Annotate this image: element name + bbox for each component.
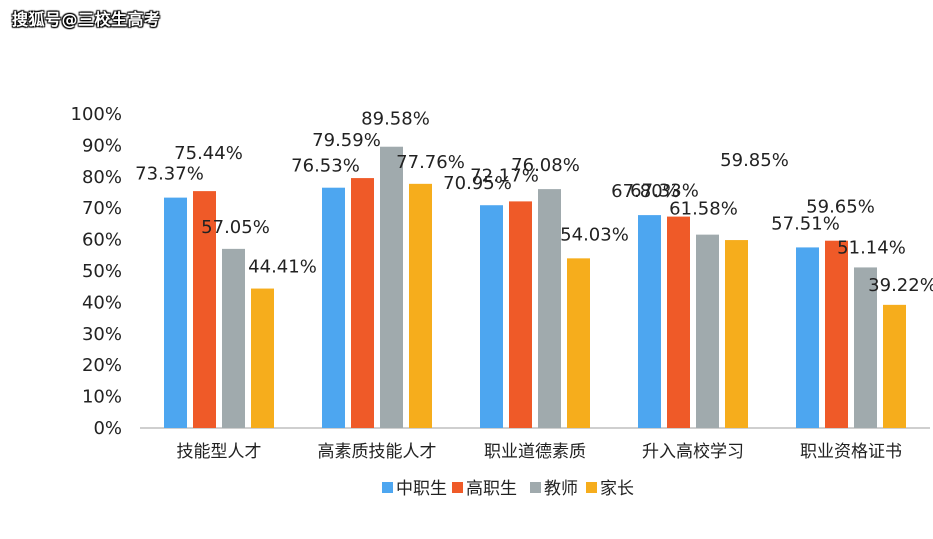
x-category-label: 技能型人才 — [177, 442, 262, 462]
data-label: 51.14% — [837, 237, 906, 258]
data-labels: 73.37%75.44% 57.05% 44.41% 76.53% 79.59%89.5… — [135, 109, 933, 296]
data-label: 44.41% — [248, 257, 317, 278]
watermark: 搜狐号@三校生高考 — [12, 10, 161, 29]
legend-swatch — [452, 482, 463, 493]
y-tick-label: 10% — [82, 387, 122, 408]
bars — [164, 146, 906, 428]
bar — [638, 215, 661, 428]
data-label: 72.17% — [470, 165, 539, 186]
data-label: 70.95% — [443, 173, 512, 194]
data-label: 39.22% — [868, 275, 933, 296]
bar — [883, 304, 906, 428]
bar — [667, 216, 690, 428]
x-category-label: 职业道德素质 — [484, 442, 586, 462]
y-tick-label: 0% — [93, 418, 122, 439]
legend-label: 家长 — [600, 479, 634, 499]
bar — [409, 183, 432, 428]
x-axis-categories: 技能型人才 高素质技能人才 职业道德素质 升入高校学习 职业资格证书 — [177, 442, 903, 462]
x-category-label: 升入高校学习 — [642, 442, 744, 462]
legend-swatch — [530, 482, 541, 493]
bar — [796, 247, 819, 428]
bar — [322, 187, 345, 428]
data-label: 59.85% — [720, 150, 789, 171]
y-tick-label: 70% — [82, 198, 122, 219]
data-label: 67.33% — [630, 181, 699, 202]
x-category-label: 职业资格证书 — [800, 442, 902, 462]
y-tick-label: 30% — [82, 324, 122, 345]
bar — [351, 178, 374, 428]
y-tick-label: 80% — [82, 167, 122, 188]
legend-label: 高职生 — [466, 479, 517, 499]
y-tick-label: 60% — [82, 230, 122, 251]
data-label: 77.76% — [396, 152, 465, 173]
bar — [193, 191, 216, 428]
y-tick-label: 50% — [82, 261, 122, 282]
legend-label: 中职生 — [396, 479, 447, 499]
legend: 中职生 高职生 教师 家长 — [382, 479, 634, 499]
data-label: 79.59% — [312, 130, 381, 151]
bar — [480, 205, 503, 428]
y-tick-label: 100% — [71, 104, 122, 125]
bar — [164, 197, 187, 428]
data-label: 76.08% — [511, 155, 580, 176]
data-label: 54.03% — [560, 224, 629, 245]
legend-swatch — [586, 482, 597, 493]
bar — [567, 258, 590, 428]
data-label: 59.65% — [806, 197, 875, 218]
bar — [825, 240, 848, 428]
bar — [725, 240, 748, 428]
y-axis-ticks: 0% 10% 20% 30% 40% 50% 60% 70% 80% 90% 100% — [71, 104, 122, 439]
bar — [222, 248, 245, 428]
y-tick-label: 20% — [82, 355, 122, 376]
bar — [854, 267, 877, 428]
bar — [380, 146, 403, 428]
bar — [538, 189, 561, 428]
data-label: 89.58% — [361, 109, 430, 130]
y-tick-label: 40% — [82, 292, 122, 313]
legend-label: 教师 — [544, 479, 578, 499]
data-label: 73.37% — [135, 164, 204, 185]
data-label: 57.51% — [771, 213, 840, 234]
data-label: 57.05% — [201, 217, 270, 238]
data-label: 61.58% — [669, 199, 738, 220]
x-category-label: 高素质技能人才 — [318, 442, 437, 462]
legend-swatch — [382, 482, 393, 493]
bar — [509, 201, 532, 428]
data-label: 75.44% — [174, 143, 243, 164]
bar — [251, 288, 274, 428]
data-label: 67.80% — [611, 181, 680, 202]
bar — [696, 234, 719, 428]
y-tick-label: 90% — [82, 135, 122, 156]
data-label: 76.53% — [291, 156, 360, 177]
